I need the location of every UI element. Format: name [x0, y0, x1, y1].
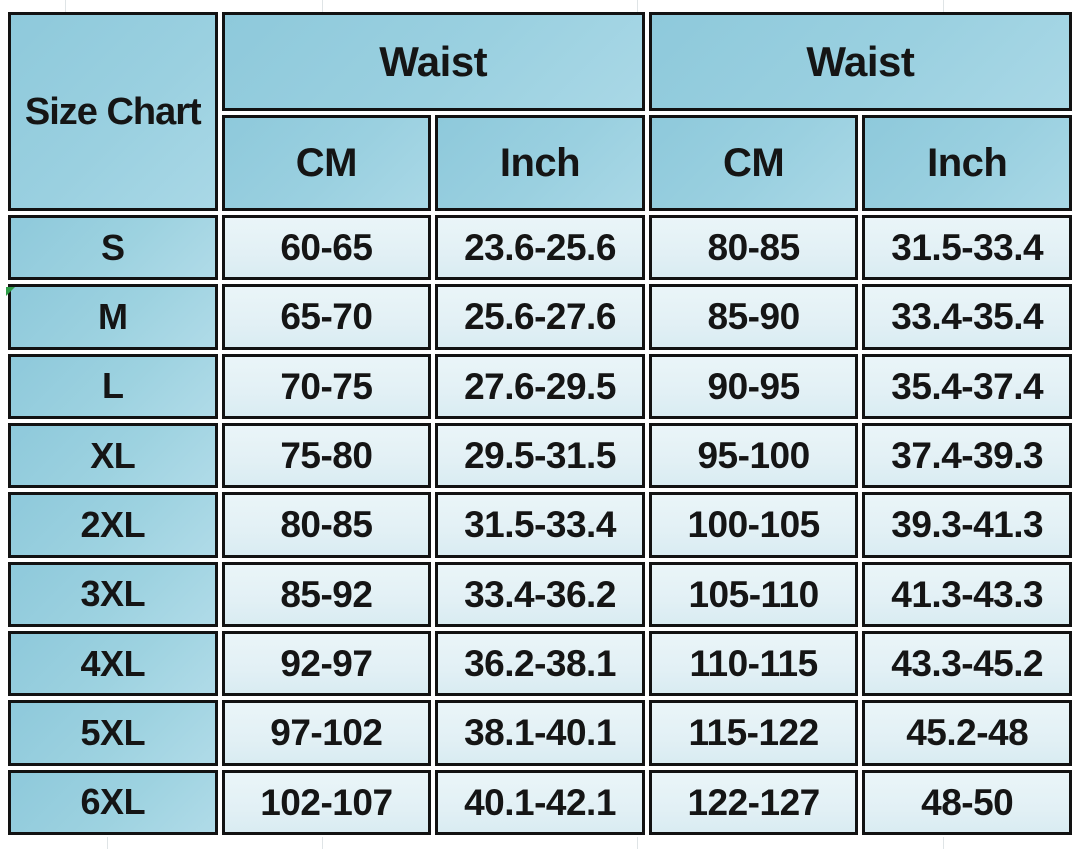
- waist-inch-cell: 39.3-41.3: [862, 492, 1072, 558]
- size-label-cell: 5XL: [8, 700, 218, 766]
- waist-inch-cell: 29.5-31.5: [435, 423, 645, 489]
- waist-inch-cell: 45.2-48: [862, 700, 1072, 766]
- sheet-gridline: [65, 0, 66, 12]
- size-label-cell: 3XL: [8, 561, 218, 627]
- waist-cm-cell: 110-115: [648, 631, 859, 697]
- waist-cm-cell: 105-110: [648, 561, 859, 627]
- size-label-cell: L: [8, 353, 218, 419]
- waist-group-header-1: Waist: [221, 12, 645, 111]
- waist-cm-cell: 85-90: [648, 284, 859, 350]
- waist-cm-cell: 102-107: [221, 769, 432, 835]
- size-label-cell: S: [8, 215, 218, 281]
- waist-cm-cell: 65-70: [221, 284, 432, 350]
- waist-cm-cell: 60-65: [221, 215, 432, 281]
- waist-cm-cell: 70-75: [221, 353, 432, 419]
- size-label-cell: 6XL: [8, 769, 218, 835]
- size-chart-title-cell: Size Chart: [8, 12, 218, 211]
- waist-cm-cell: 75-80: [221, 423, 432, 489]
- waist-inch-cell: 40.1-42.1: [435, 769, 645, 835]
- size-label-cell: 2XL: [8, 492, 218, 558]
- waist-inch-cell: 23.6-25.6: [435, 215, 645, 281]
- unit-header-cm-1: CM: [221, 115, 432, 211]
- waist-cm-cell: 115-122: [648, 700, 859, 766]
- size-chart-table: Size Chart Waist Waist CM Inch CM Inch S…: [8, 12, 1072, 835]
- green-corner-marker-icon: [6, 287, 15, 296]
- waist-cm-cell: 80-85: [221, 492, 432, 558]
- waist-group-header-2: Waist: [648, 12, 1072, 111]
- sheet-gridline: [637, 0, 638, 12]
- unit-header-cm-2: CM: [648, 115, 859, 211]
- waist-inch-cell: 41.3-43.3: [862, 561, 1072, 627]
- waist-inch-cell: 43.3-45.2: [862, 631, 1072, 697]
- waist-inch-cell: 35.4-37.4: [862, 353, 1072, 419]
- unit-header-inch-1: Inch: [435, 115, 645, 211]
- waist-inch-cell: 25.6-27.6: [435, 284, 645, 350]
- waist-inch-cell: 38.1-40.1: [435, 700, 645, 766]
- waist-cm-cell: 80-85: [648, 215, 859, 281]
- sheet-gridline: [322, 837, 323, 849]
- waist-inch-cell: 31.5-33.4: [435, 492, 645, 558]
- waist-inch-cell: 48-50: [862, 769, 1072, 835]
- waist-cm-cell: 122-127: [648, 769, 859, 835]
- waist-inch-cell: 36.2-38.1: [435, 631, 645, 697]
- waist-inch-cell: 37.4-39.3: [862, 423, 1072, 489]
- size-label-cell: 4XL: [8, 631, 218, 697]
- sheet-gridline: [322, 0, 323, 12]
- waist-inch-cell: 31.5-33.4: [862, 215, 1072, 281]
- waist-cm-cell: 85-92: [221, 561, 432, 627]
- waist-cm-cell: 100-105: [648, 492, 859, 558]
- waist-inch-cell: 33.4-36.2: [435, 561, 645, 627]
- sheet-gridline: [943, 837, 944, 849]
- waist-inch-cell: 33.4-35.4: [862, 284, 1072, 350]
- sheet-gridline: [637, 837, 638, 849]
- waist-cm-cell: 90-95: [648, 353, 859, 419]
- size-label-cell: M: [8, 284, 218, 350]
- waist-cm-cell: 95-100: [648, 423, 859, 489]
- size-label-cell: XL: [8, 423, 218, 489]
- unit-header-inch-2: Inch: [862, 115, 1072, 211]
- waist-cm-cell: 92-97: [221, 631, 432, 697]
- sheet-gridline: [107, 837, 108, 849]
- waist-inch-cell: 27.6-29.5: [435, 353, 645, 419]
- waist-cm-cell: 97-102: [221, 700, 432, 766]
- sheet-gridline: [943, 0, 944, 12]
